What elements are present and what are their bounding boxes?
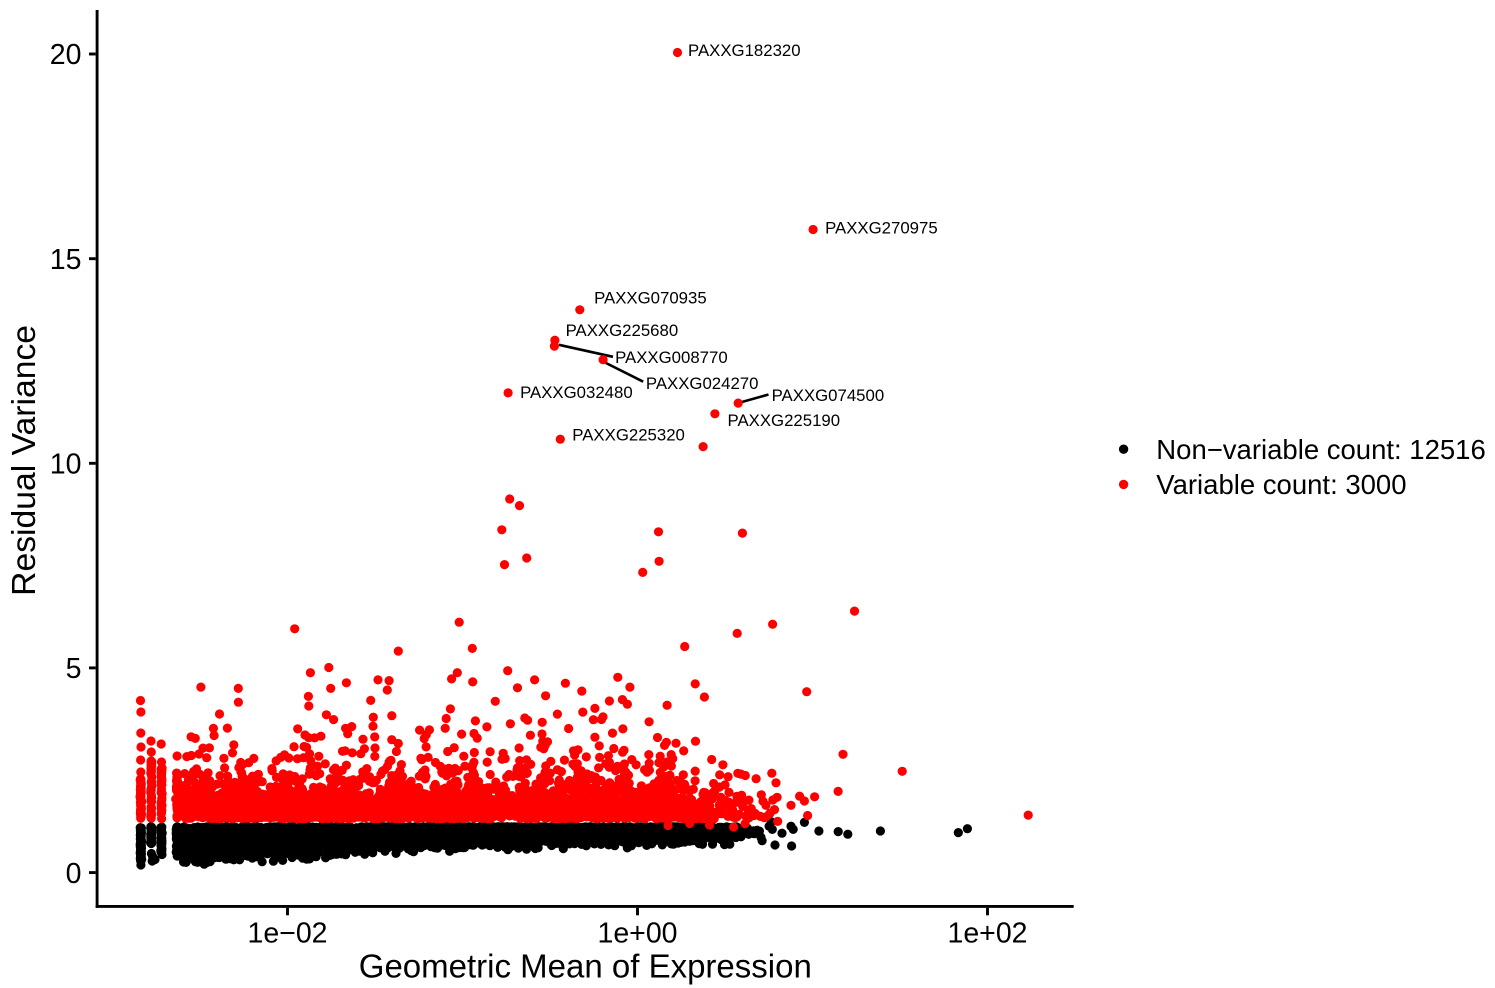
svg-text:Non−variable count: 12516: Non−variable count: 12516 — [1156, 434, 1485, 465]
svg-text:PAXXG024270: PAXXG024270 — [646, 374, 759, 393]
svg-text:Variable count: 3000: Variable count: 3000 — [1156, 469, 1406, 500]
svg-text:1e+02: 1e+02 — [947, 918, 1027, 950]
svg-text:PAXXG225190: PAXXG225190 — [728, 411, 841, 430]
svg-text:PAXXG225680: PAXXG225680 — [566, 321, 679, 340]
svg-text:0: 0 — [66, 858, 82, 890]
svg-text:1e+00: 1e+00 — [597, 918, 677, 950]
svg-text:PAXXG032480: PAXXG032480 — [520, 383, 633, 402]
svg-text:5: 5 — [66, 653, 82, 685]
svg-text:Residual Variance: Residual Variance — [5, 325, 43, 596]
svg-text:10: 10 — [50, 449, 82, 481]
svg-text:20: 20 — [50, 39, 82, 71]
svg-text:PAXXG008770: PAXXG008770 — [615, 348, 728, 367]
svg-text:PAXXG225320: PAXXG225320 — [572, 426, 685, 445]
svg-text:PAXXG270975: PAXXG270975 — [825, 219, 938, 238]
svg-text:15: 15 — [50, 244, 82, 276]
svg-text:PAXXG074500: PAXXG074500 — [772, 386, 885, 405]
svg-text:1e−02: 1e−02 — [247, 918, 327, 950]
svg-text:Geometric Mean of Expression: Geometric Mean of Expression — [359, 948, 812, 985]
svg-text:PAXXG182320: PAXXG182320 — [688, 41, 801, 60]
svg-text:PAXXG070935: PAXXG070935 — [594, 289, 707, 308]
